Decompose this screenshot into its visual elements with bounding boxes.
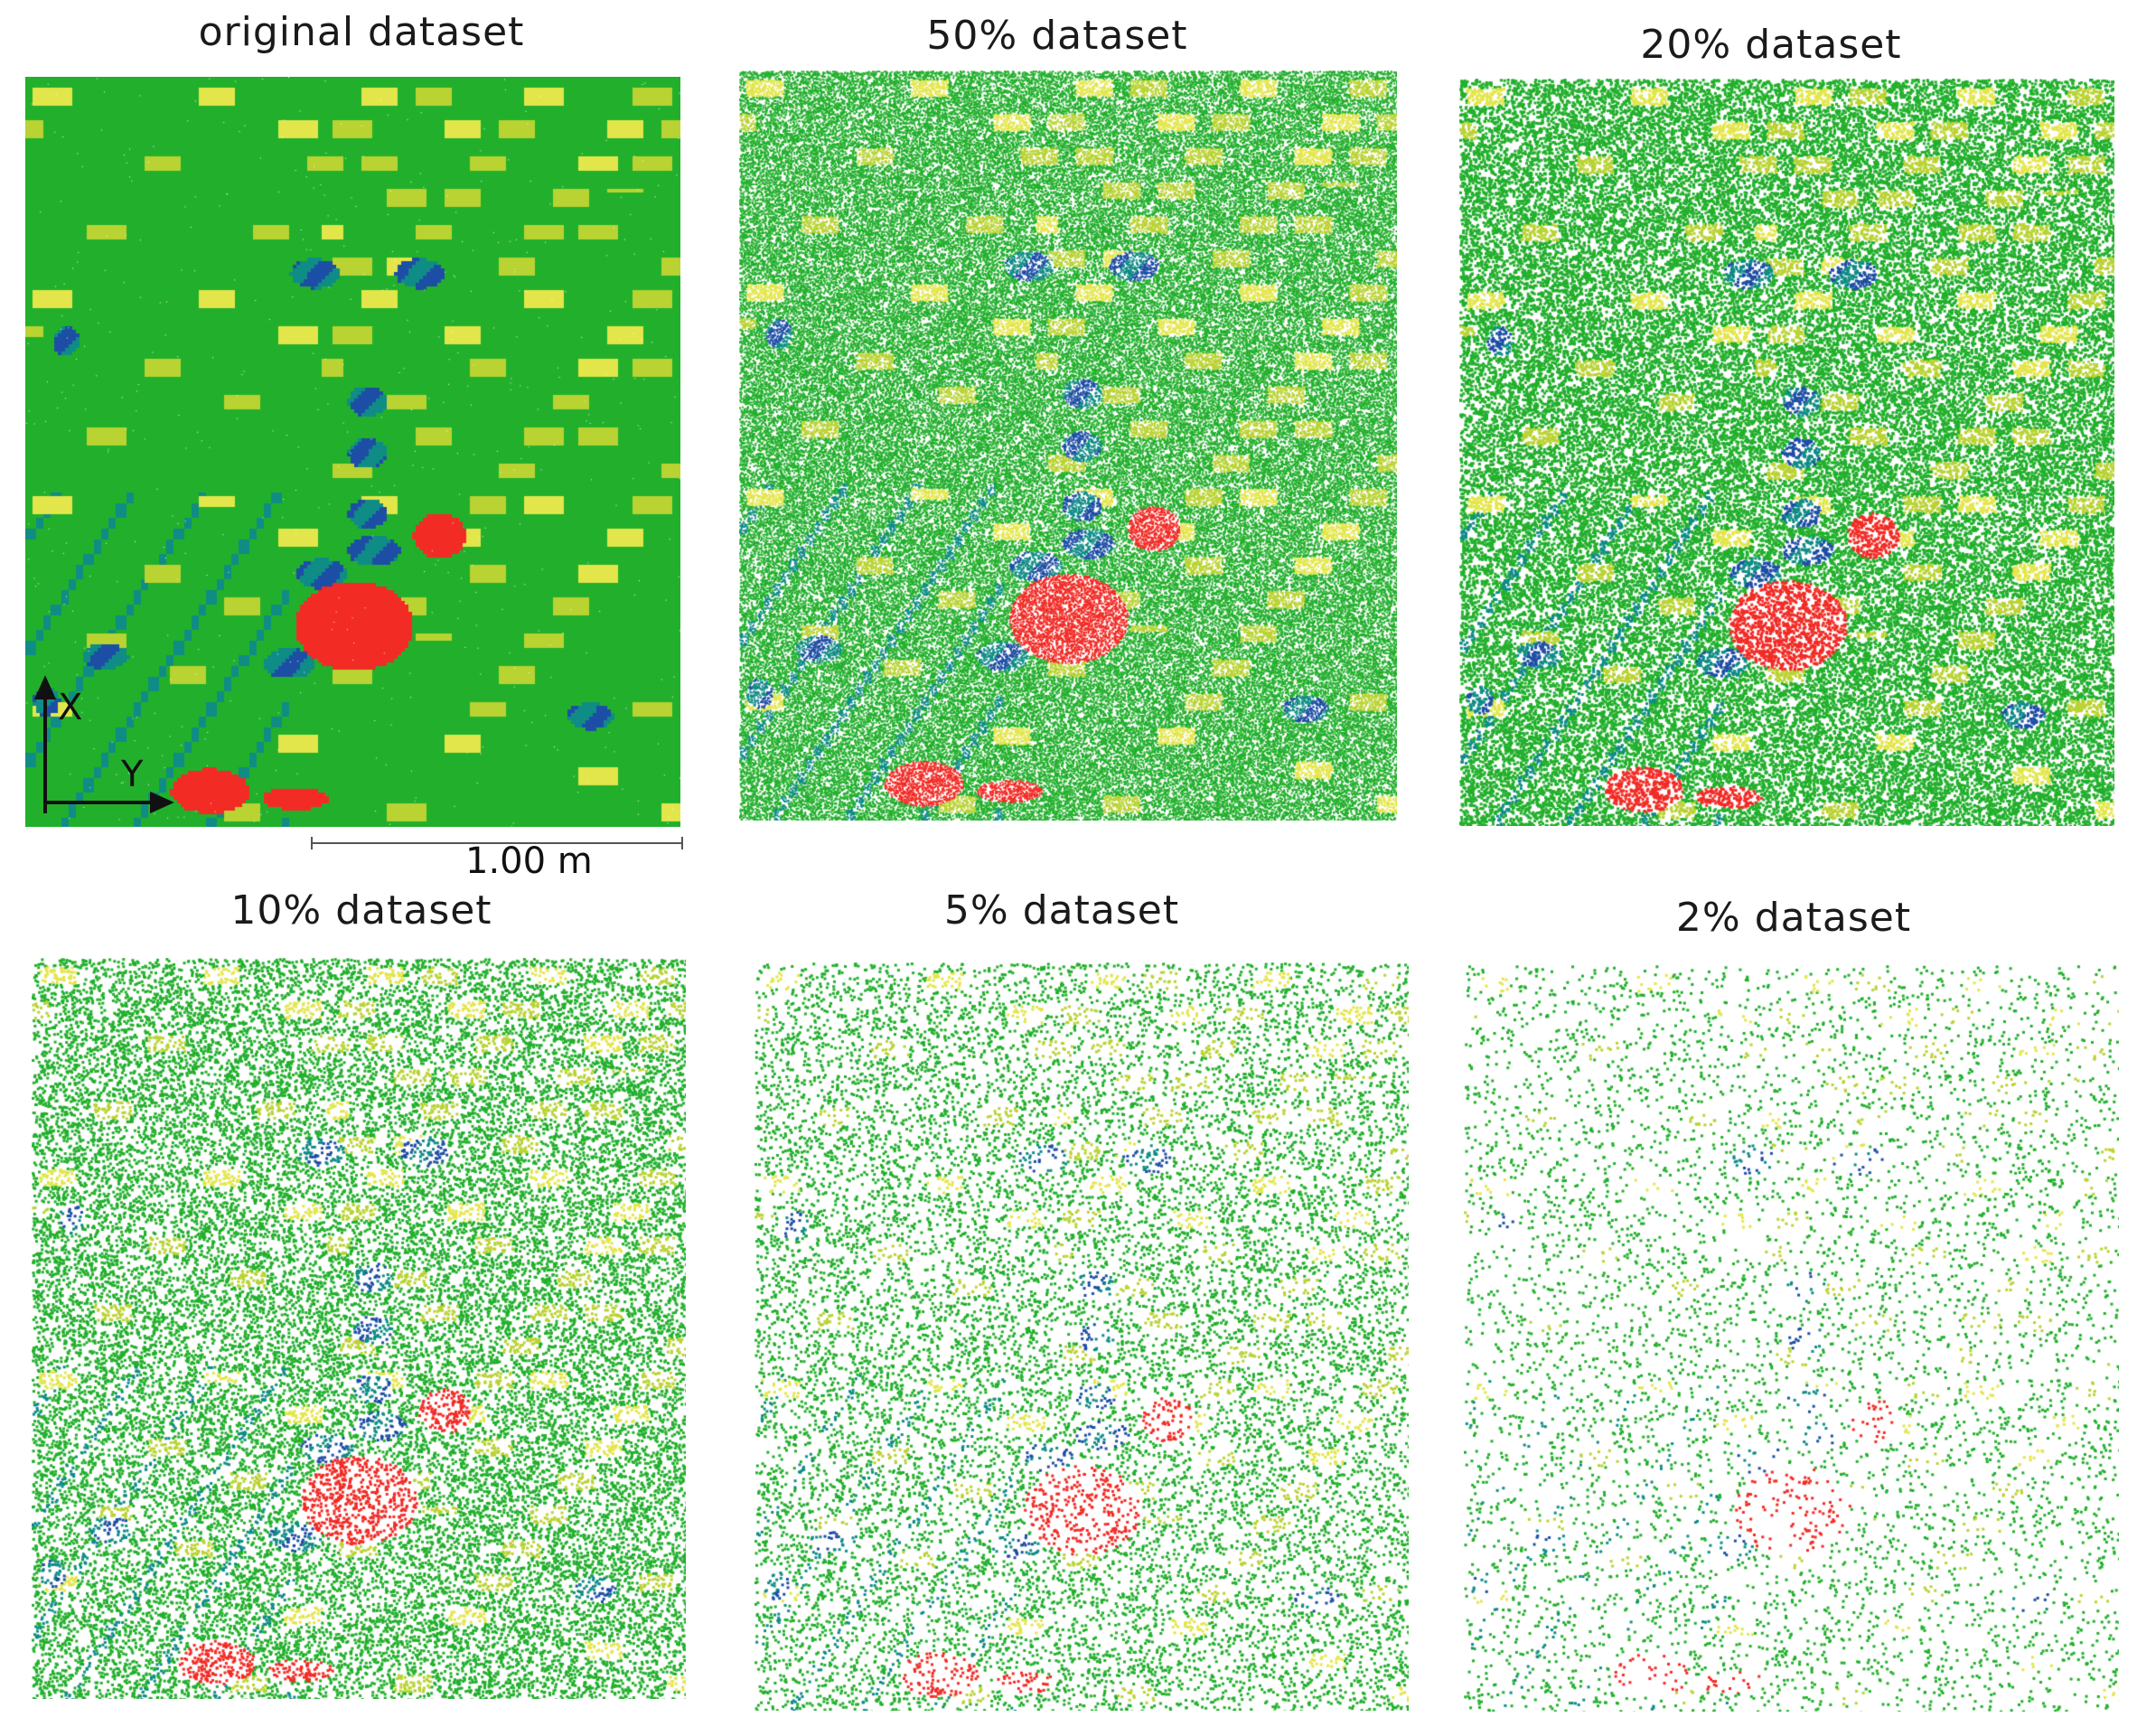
panel-title-5: 5% dataset (943, 887, 1180, 934)
point-cloud-original (25, 77, 680, 827)
point-cloud-20 (1459, 79, 2114, 826)
panel-title-50: 50% dataset (926, 13, 1188, 59)
panel-title-10: 10% dataset (230, 887, 492, 934)
scale-bar-label: 1.00 m (465, 840, 593, 882)
panel-title-2: 2% dataset (1675, 895, 1912, 941)
point-cloud-canvas (1464, 965, 2119, 1712)
point-cloud-2 (1464, 965, 2119, 1712)
point-cloud-50 (739, 70, 1397, 821)
point-cloud-canvas (739, 70, 1397, 821)
point-cloud-canvas (755, 962, 1409, 1711)
point-cloud-canvas (25, 77, 680, 827)
panel-title-original: original dataset (198, 9, 525, 55)
point-cloud-10 (32, 958, 686, 1699)
x-axis-label: X (58, 687, 83, 728)
point-cloud-canvas (32, 958, 686, 1699)
panel-title-20: 20% dataset (1640, 22, 1902, 68)
point-cloud-canvas (1459, 79, 2114, 826)
y-axis-label: Y (121, 754, 144, 795)
point-cloud-5 (755, 962, 1409, 1711)
